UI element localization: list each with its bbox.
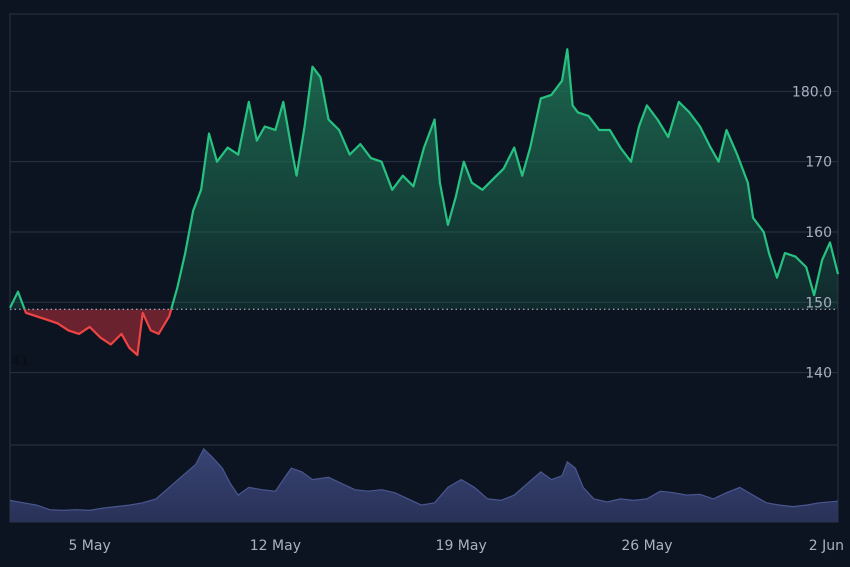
price-fill-down (24, 309, 172, 355)
x-tick-label: 12 May (250, 538, 301, 554)
y-tick-label: 170 (805, 155, 832, 171)
price-line-up (9, 48, 840, 310)
y-tick-label: 140 (805, 366, 832, 382)
y-tick-label: 160 (805, 225, 832, 241)
y-tick-label: 150 (805, 295, 832, 311)
x-tick-label: 5 May (68, 538, 110, 554)
price-area (9, 48, 840, 357)
volume-line (9, 447, 839, 512)
y-tick-label: 180.0 (792, 84, 832, 100)
x-tick-label: 19 May (436, 538, 487, 554)
volume-fill (10, 448, 838, 522)
price-line-down (23, 309, 173, 357)
price-fill-up (10, 49, 838, 310)
x-tick-label: 26 May (621, 538, 672, 554)
corner-label: 41 (11, 354, 29, 369)
volume-area (9, 447, 839, 522)
x-tick-label: 2 Jun (809, 538, 844, 554)
axis-labels: 140 150 160 170 180.0 5 May 12 May 19 May 26 May… (11, 84, 844, 554)
